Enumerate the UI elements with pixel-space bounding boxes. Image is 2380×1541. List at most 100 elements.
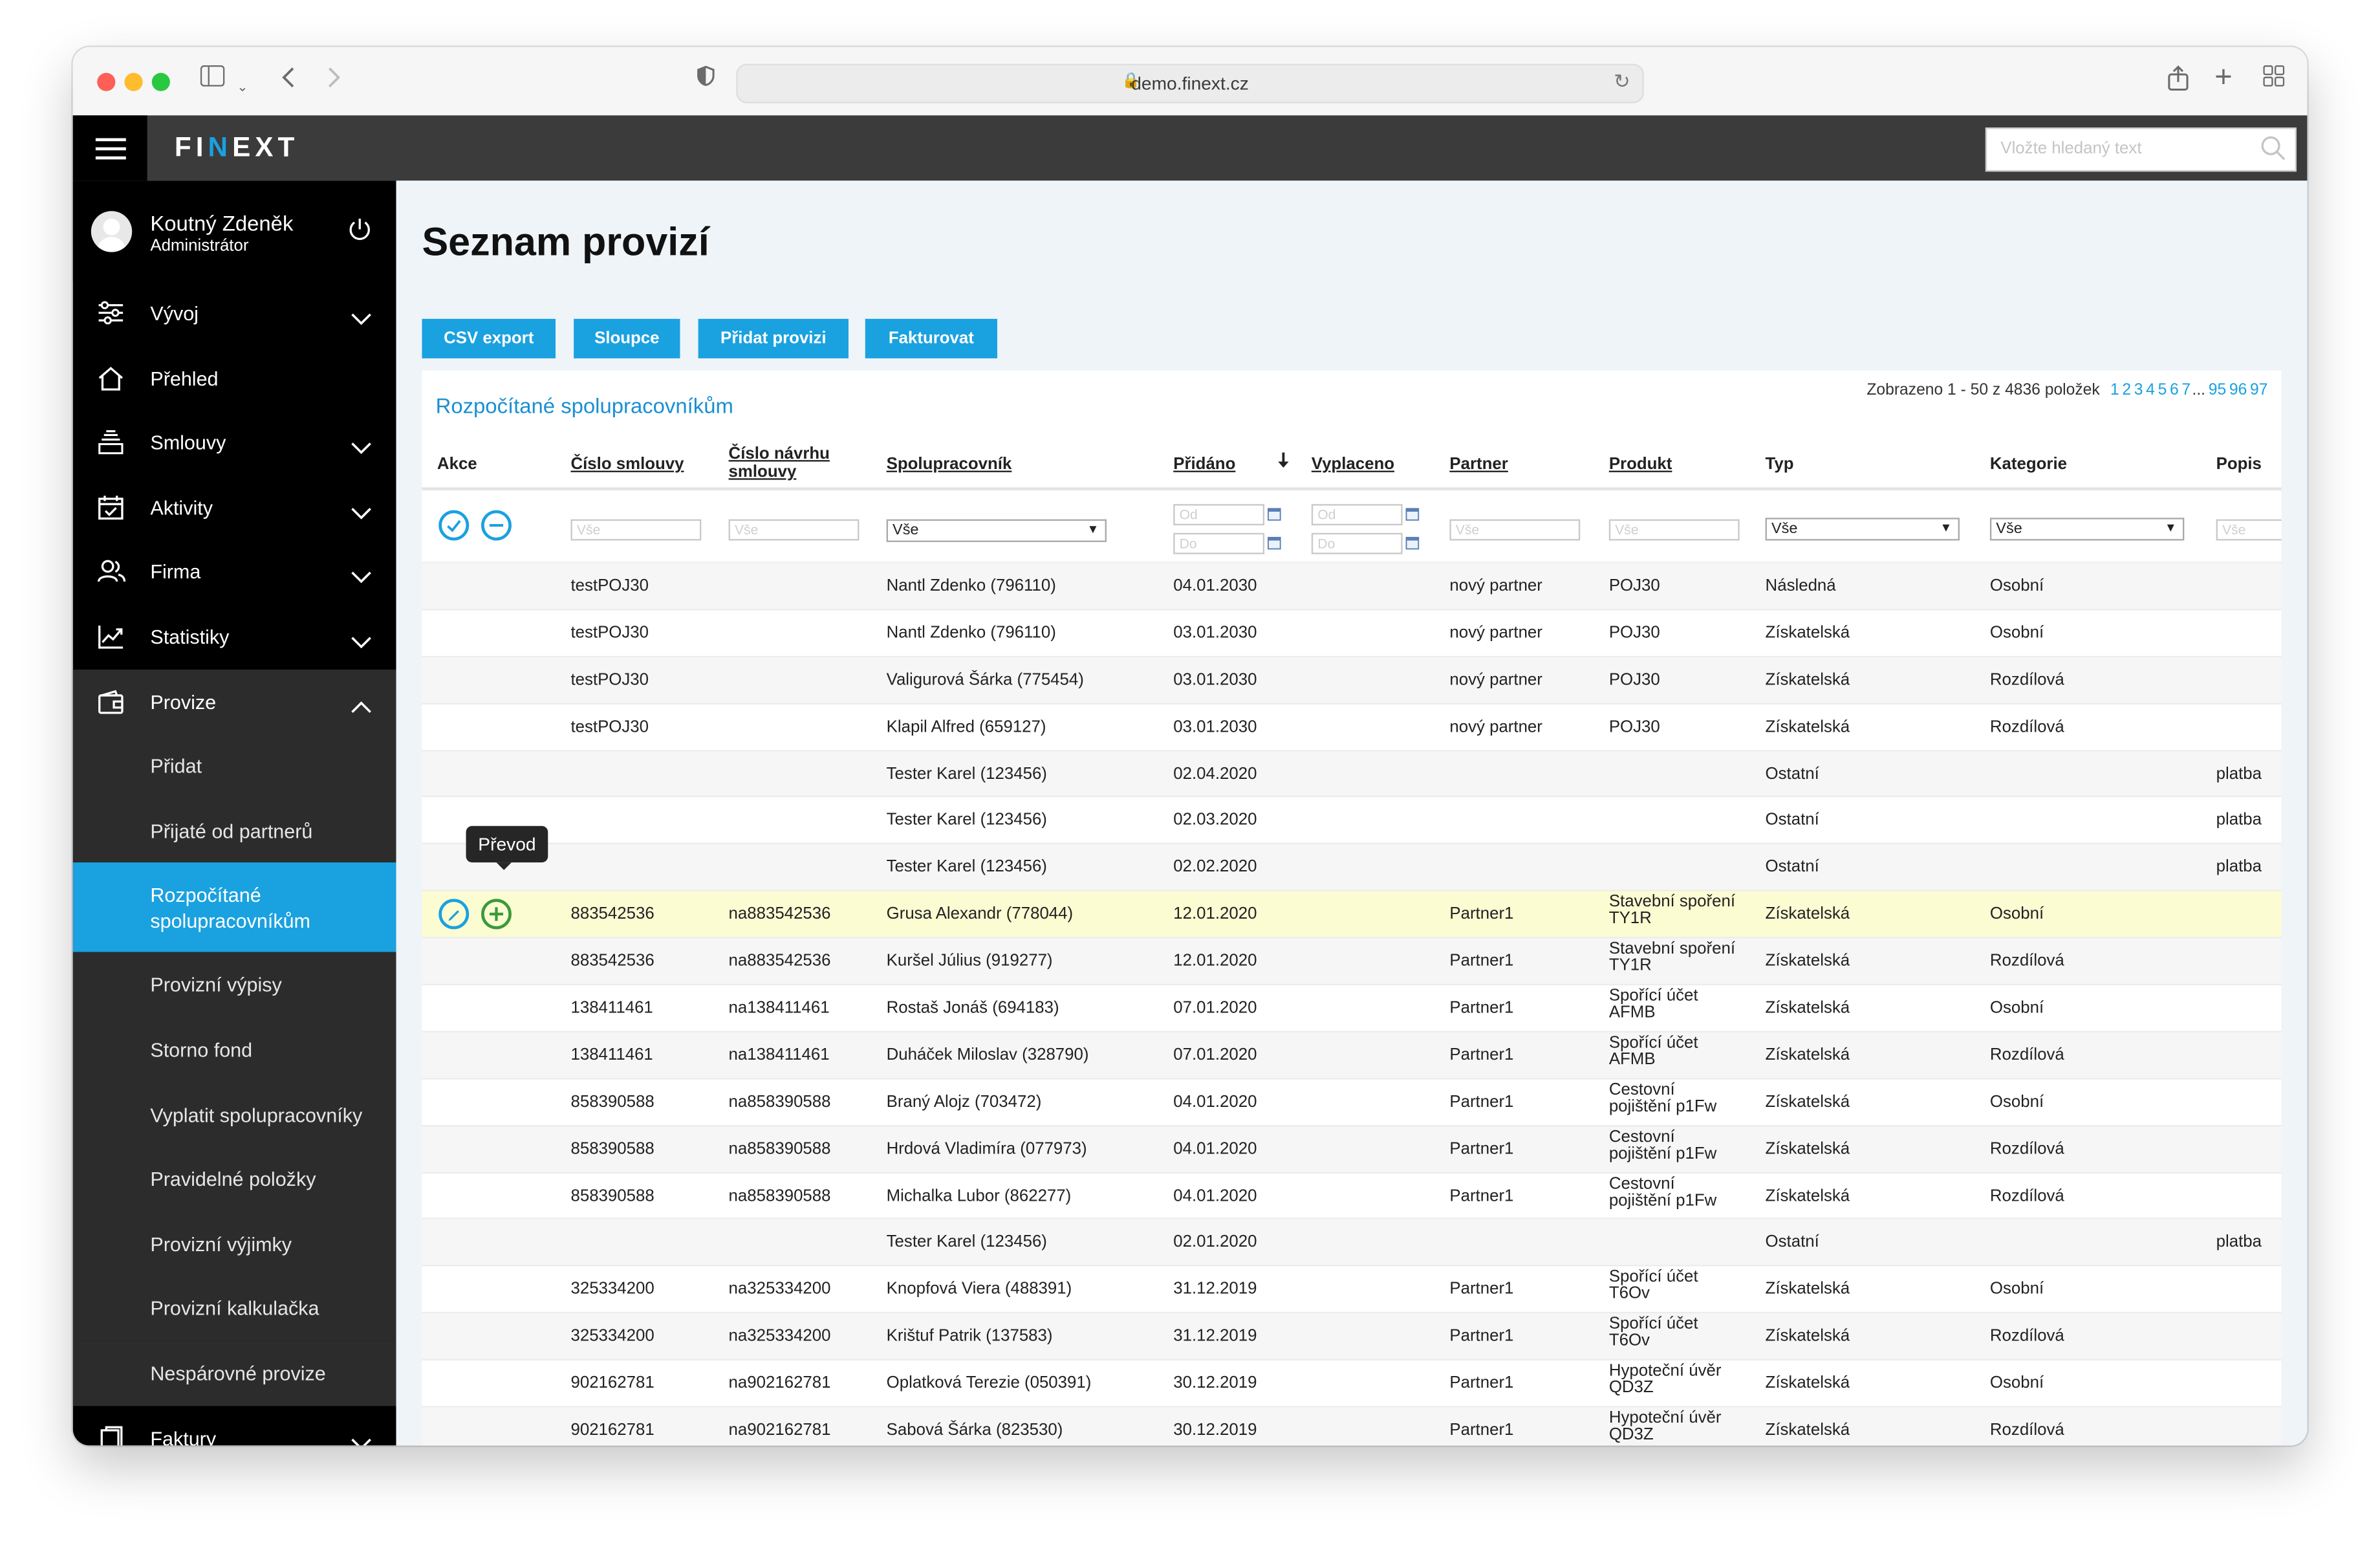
- clear-filter-button[interactable]: [481, 510, 512, 541]
- table-row[interactable]: 138411461 na138411461 Duháček Miloslav (32…: [422, 1032, 2282, 1080]
- table-row[interactable]: 883542536 na883542536 Kuršel Július (91927…: [422, 938, 2282, 986]
- sidebar-item-provize[interactable]: Provize: [72, 669, 396, 734]
- pagination-page-96[interactable]: 96: [2229, 381, 2247, 400]
- sidebar-item-vyvoj[interactable]: Vývoj: [73, 281, 396, 345]
- table-row[interactable]: Tester Karel (123456) 02.02.2020 Ostatní pl…: [422, 844, 2282, 892]
- sidebar-subitem-pravidelne-polozky[interactable]: Pravidelné položky: [72, 1146, 396, 1212]
- sort-down-icon[interactable]: [1277, 452, 1290, 474]
- table-row[interactable]: testPOJ30 Klapil Alfred (659127) 03.01.203…: [422, 704, 2282, 751]
- sidebar-item-smlouvy[interactable]: Smlouvy: [73, 410, 396, 475]
- sidebar-item-statistiky[interactable]: Statistiky: [73, 604, 396, 669]
- filter-contract-number[interactable]: [570, 519, 702, 541]
- sidebar-item-faktury[interactable]: Faktury: [73, 1405, 396, 1446]
- apply-filter-button[interactable]: [438, 510, 470, 541]
- pagination-page-4[interactable]: 4: [2146, 381, 2155, 400]
- table-row[interactable]: 325334200 na325334200 Knopfová Viera (4883…: [422, 1267, 2282, 1314]
- chevron-up-icon[interactable]: [351, 694, 372, 721]
- forward-icon[interactable]: [327, 65, 341, 99]
- table-row[interactable]: 883542536 na883542536 Grusa Alexandr (7780…: [422, 891, 2282, 939]
- pagination-page-5[interactable]: 5: [2158, 381, 2167, 400]
- table-row[interactable]: testPOJ30 Nantl Zdenko (796110) 04.01.2030…: [422, 563, 2282, 611]
- hamburger-menu-icon[interactable]: [72, 115, 147, 181]
- sidebar-subitem-vyplatit-spolupracovniky[interactable]: Vyplatit spolupracovníky: [72, 1082, 396, 1147]
- table-row[interactable]: 138411461 na138411461 Rostaš Jonáš (694183…: [422, 985, 2282, 1033]
- filter-type-select[interactable]: Vše ▼: [1765, 518, 1960, 541]
- add-commission-button[interactable]: Přidat provizi: [698, 318, 849, 358]
- col-collaborator-header[interactable]: Spolupracovník: [886, 455, 1012, 474]
- columns-button[interactable]: Sloupce: [574, 318, 680, 358]
- power-icon[interactable]: [347, 217, 372, 249]
- table-row[interactable]: Tester Karel (123456) 02.01.2020 Ostatní pl…: [422, 1219, 2282, 1267]
- global-search-input[interactable]: [1987, 129, 2259, 168]
- sidebar-item-firma[interactable]: Firma: [73, 540, 396, 604]
- zoom-window-button[interactable]: [151, 72, 170, 91]
- filter-partner[interactable]: [1449, 519, 1581, 541]
- sidebar-item-prehled[interactable]: Přehled: [73, 345, 396, 410]
- share-icon[interactable]: [2168, 65, 2189, 100]
- filter-product[interactable]: [1608, 519, 1740, 541]
- calendar-icon[interactable]: [1405, 507, 1420, 521]
- back-icon[interactable]: [281, 65, 296, 99]
- col-paid-header[interactable]: Vyplaceno: [1311, 455, 1395, 474]
- sidebar-subitem-nesparovne-provize[interactable]: Nespárovné provize: [72, 1340, 396, 1406]
- sidebar-toggle-icon[interactable]: [200, 65, 225, 96]
- table-row[interactable]: 858390588 na858390588 Michalka Lubor (8622…: [422, 1173, 2282, 1220]
- filter-collaborator-select[interactable]: Vše ▼: [886, 519, 1107, 542]
- transfer-button[interactable]: [481, 899, 512, 930]
- col-proposal-number-header[interactable]: Číslo návrhu smlouvy: [728, 444, 830, 481]
- sidebar-subitem-provizni-vyjimky[interactable]: Provizní výjimky: [72, 1211, 396, 1276]
- chevron-down-icon[interactable]: [351, 564, 372, 591]
- sidebar-subitem-provizni-vypisy[interactable]: Provizní výpisy: [72, 952, 396, 1018]
- pagination-page-7[interactable]: 7: [2181, 381, 2191, 400]
- pagination-page-1[interactable]: 1: [2110, 381, 2119, 400]
- tab-overview-icon[interactable]: [2263, 65, 2285, 96]
- filter-added-to[interactable]: [1173, 532, 1265, 554]
- calendar-icon[interactable]: [1405, 536, 1420, 550]
- col-product-header[interactable]: Produkt: [1608, 455, 1672, 474]
- sidebar-item-aktivity[interactable]: Aktivity: [73, 475, 396, 540]
- close-window-button[interactable]: [97, 72, 116, 91]
- chevron-down-icon[interactable]: [351, 435, 372, 462]
- calendar-icon[interactable]: [1267, 507, 1281, 521]
- filter-paid-from[interactable]: [1311, 504, 1403, 526]
- search-icon[interactable]: [2260, 135, 2286, 169]
- chevron-down-icon[interactable]: [351, 305, 372, 333]
- address-bar[interactable]: 🔒 demo.finext.cz ↻: [736, 63, 1644, 104]
- pagination-page-2[interactable]: 2: [2122, 381, 2132, 400]
- chevron-down-icon[interactable]: [351, 499, 372, 527]
- table-row[interactable]: 858390588 na858390588 Hrdová Vladimíra (07…: [422, 1126, 2282, 1174]
- table-row[interactable]: Tester Karel (123456) 02.04.2020 Ostatní pl…: [422, 750, 2282, 798]
- filter-proposal-number[interactable]: [728, 519, 860, 541]
- table-row[interactable]: Tester Karel (123456) 02.03.2020 Ostatní pl…: [422, 798, 2282, 845]
- col-contract-number-header[interactable]: Číslo smlouvy: [570, 455, 684, 474]
- chevron-down-icon[interactable]: [351, 1430, 372, 1446]
- avatar[interactable]: [91, 211, 133, 252]
- table-row[interactable]: 902162781 na902162781 Sabová Šárka (823530…: [422, 1407, 2282, 1446]
- filter-category-select[interactable]: Vše ▼: [1989, 518, 2185, 541]
- sidebar-subitem-rozpocitane-spolupracovnikum[interactable]: Rozpočítané spolupracovníkům: [72, 862, 396, 953]
- filter-added-from[interactable]: [1173, 504, 1265, 526]
- calendar-icon[interactable]: [1267, 536, 1281, 550]
- shield-icon[interactable]: [697, 65, 715, 96]
- filter-description[interactable]: [2216, 519, 2282, 541]
- table-row[interactable]: testPOJ30 Valigurová Šárka (775454) 03.01.…: [422, 657, 2282, 705]
- sidebar-subitem-storno-fond[interactable]: Storno fond: [72, 1017, 396, 1082]
- reload-icon[interactable]: ↻: [1614, 69, 1630, 93]
- sidebar-subitem-prijate-od-partneru[interactable]: Přijaté od partnerů: [72, 798, 396, 863]
- col-added-header[interactable]: Přidáno: [1173, 455, 1236, 474]
- minimize-window-button[interactable]: [124, 72, 143, 91]
- table-row[interactable]: 902162781 na902162781 Oplatková Terezie (0…: [422, 1361, 2282, 1408]
- pagination-page-95[interactable]: 95: [2208, 381, 2227, 400]
- table-row[interactable]: 325334200 na325334200 Krištuf Patrik (1375…: [422, 1313, 2282, 1361]
- pagination-page-6[interactable]: 6: [2169, 381, 2179, 400]
- col-partner-header[interactable]: Partner: [1449, 455, 1508, 474]
- csv-export-button[interactable]: CSV export: [422, 318, 556, 358]
- invoice-button[interactable]: Fakturovat: [865, 318, 997, 358]
- new-tab-icon[interactable]: +: [2214, 60, 2233, 94]
- sidebar-subitem-pridat[interactable]: Přidat: [72, 733, 396, 798]
- table-row[interactable]: testPOJ30 Nantl Zdenko (796110) 03.01.2030…: [422, 610, 2282, 657]
- pagination-page-97[interactable]: 97: [2249, 381, 2268, 400]
- chevron-down-icon[interactable]: ⌄: [237, 79, 248, 94]
- filter-paid-to[interactable]: [1311, 532, 1403, 554]
- table-row[interactable]: 858390588 na858390588 Braný Alojz (703472)…: [422, 1079, 2282, 1126]
